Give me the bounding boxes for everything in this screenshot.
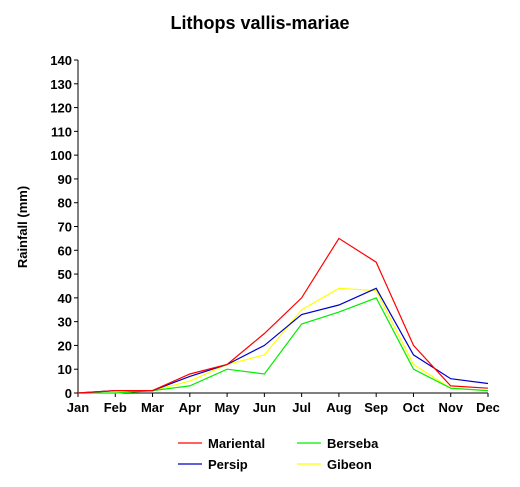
x-tick-label: May	[214, 400, 240, 415]
x-tick-label: Jan	[67, 400, 89, 415]
y-tick-label: 70	[58, 220, 72, 235]
x-tick-label: Feb	[104, 400, 127, 415]
x-tick-label: Mar	[141, 400, 164, 415]
plot-area: 0 10 20 30 40 50 60 70 80 90 100 110 120 130 140 Jan Feb…	[50, 53, 500, 415]
chart-title: Lithops vallis-mariae	[170, 13, 349, 33]
y-tick-label: 50	[58, 267, 72, 282]
x-tick-label: Apr	[179, 400, 201, 415]
y-tick-label: 140	[50, 53, 72, 68]
y-tick-label: 10	[58, 362, 72, 377]
series-line-gibeon	[78, 287, 489, 394]
y-tick-label: 40	[58, 291, 72, 306]
legend-label-berseba: Berseba	[327, 436, 379, 451]
x-tick-label: Jul	[292, 400, 311, 415]
legend: Mariental Persip Berseba Gibeon	[178, 436, 379, 472]
y-axis-label: Rainfall (mm)	[15, 186, 30, 268]
y-tick-label: 30	[58, 315, 72, 330]
x-tick-label: Nov	[438, 400, 463, 415]
y-tick-label: 100	[50, 148, 72, 163]
y-tick-label: 60	[58, 243, 72, 258]
y-tick-label: 110	[51, 124, 72, 139]
y-tick-label: 90	[58, 172, 72, 187]
x-tick-label: Sep	[364, 400, 388, 415]
x-tick-label: Oct	[403, 400, 425, 415]
legend-label-gibeon: Gibeon	[327, 457, 372, 472]
y-tick-label: 80	[58, 196, 72, 211]
series-line-berseba	[78, 297, 489, 394]
legend-label-persip: Persip	[208, 457, 248, 472]
y-tick-label: 130	[50, 77, 72, 92]
x-tick-label: Aug	[326, 400, 351, 415]
y-tick-label: 0	[65, 386, 72, 401]
x-tick-label: Dec	[476, 400, 500, 415]
y-tick-label: 20	[58, 338, 72, 353]
series-line-mariental	[77, 237, 489, 394]
x-tick-label: Jun	[253, 400, 276, 415]
series-line-persip	[77, 287, 489, 394]
y-tick-label: 120	[50, 101, 72, 116]
legend-label-mariental: Mariental	[208, 436, 265, 451]
